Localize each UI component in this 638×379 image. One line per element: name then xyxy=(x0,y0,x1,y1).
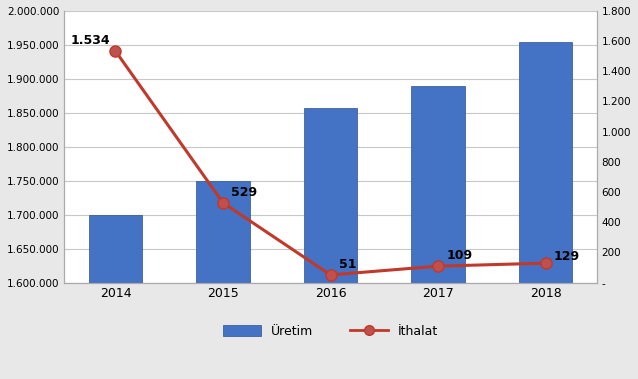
Text: 109: 109 xyxy=(447,249,473,262)
Bar xyxy=(304,108,357,379)
Legend: Üretim, İthalat: Üretim, İthalat xyxy=(217,319,444,344)
Text: 51: 51 xyxy=(339,258,357,271)
Text: 1.534: 1.534 xyxy=(71,34,110,47)
Text: 529: 529 xyxy=(232,186,258,199)
Bar xyxy=(89,215,142,379)
Bar xyxy=(196,181,250,379)
Text: 129: 129 xyxy=(554,251,580,263)
Bar xyxy=(411,86,465,379)
Bar xyxy=(519,42,572,379)
